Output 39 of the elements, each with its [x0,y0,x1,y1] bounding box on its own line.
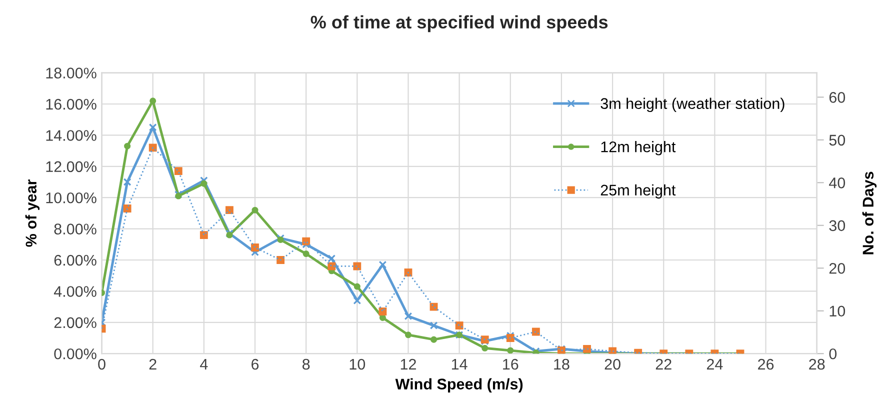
x-tick-label: 28 [809,358,825,370]
y-tick-label: 18.00% [46,68,96,78]
y-axis-title: % of year [25,179,40,247]
y-tick-label: 12.00% [46,161,96,172]
y2-tick-label: 10 [830,306,846,317]
x-tick-label: 10 [350,358,366,370]
y-tick-label: 2.00% [54,317,96,328]
x-axis-title: Wind Speed (m/s) [395,378,523,392]
x-tick-label: 26 [758,358,774,370]
y2-tick-label: 20 [829,262,846,274]
y-tick-label: 8.00% [54,224,96,234]
x-tick-label: 6 [252,358,259,370]
y-tick-label: 16.00% [46,98,96,110]
legend-label: 3m height (weather station) [600,98,784,112]
y2-tick-label: 30 [829,220,846,232]
y2-axis-title: No. of Days [862,172,877,254]
x-tick-label: 22 [656,358,672,370]
chart-title: % of time at specified wind speeds [310,15,608,32]
x-tick-label: 8 [302,358,310,370]
x-tick-label: 12 [400,358,416,370]
y-tick-label: 14.00% [46,130,96,141]
x-tick-label: 14 [452,359,468,370]
x-tick-label: 18 [554,358,570,370]
y-tick-label: 4.00% [54,286,96,297]
x-tick-label: 24 [706,358,723,370]
y2-tick-label: 40 [829,178,846,188]
y2-tick-label: 60 [829,92,846,103]
legend-label: 25m height [600,184,676,199]
y-tick-label: 10.00% [46,192,96,204]
legend-label: 12m height [601,141,676,156]
y-tick-label: 0.00% [54,348,96,360]
y2-tick-label: 0 [829,348,837,360]
x-tick-label: 20 [604,358,620,370]
x-tick-label: 0 [98,358,106,370]
x-tick-label: 2 [149,358,156,370]
x-tick-label: 16 [503,358,518,370]
x-tick-label: 4 [200,359,208,370]
y-tick-label: 6.00% [54,254,96,266]
y2-tick-label: 50 [829,134,846,146]
